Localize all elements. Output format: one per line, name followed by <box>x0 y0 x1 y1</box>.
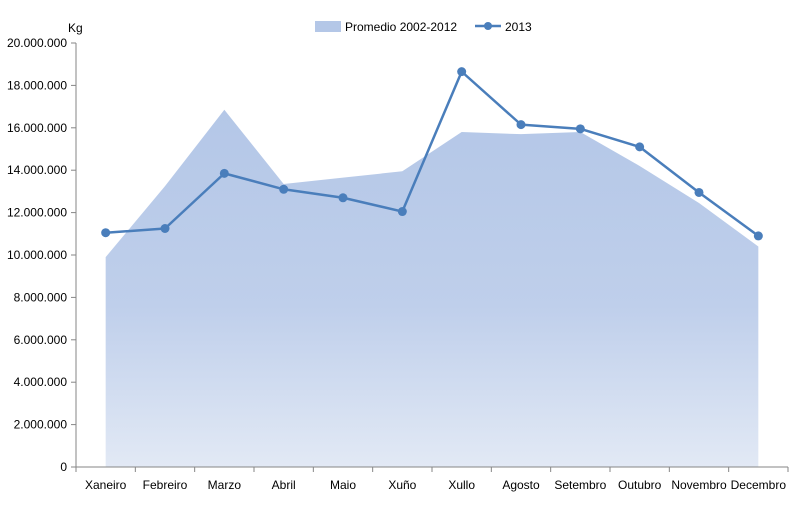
plot-area: 0 2.000.000 4.000.000 6.000.000 8.000.000 10.… <box>7 36 789 492</box>
x-tick-label: Decembro <box>731 478 787 492</box>
data-point-2013 <box>397 207 407 217</box>
y-tick-label: 8.000.000 <box>14 290 68 304</box>
y-tick-label: 10.000.000 <box>7 248 67 262</box>
legend-label-area: Promedio 2002-2012 <box>345 20 457 34</box>
x-tick-label: Setembro <box>554 478 606 492</box>
y-tick-label: 20.000.000 <box>7 36 67 50</box>
x-tick-label: Outubro <box>618 478 662 492</box>
data-point-2013 <box>101 228 111 238</box>
x-tick-label: Xaneiro <box>85 478 127 492</box>
area-series-promedio <box>105 109 759 467</box>
data-point-2013 <box>160 224 170 233</box>
data-point-2013 <box>457 67 467 77</box>
data-point-2013 <box>516 120 526 130</box>
data-point-2013 <box>753 231 763 241</box>
data-point-2013 <box>575 124 585 134</box>
legend-swatch-area <box>315 21 341 32</box>
y-tick-label: 16.000.000 <box>7 121 67 135</box>
x-tick-label: Marzo <box>208 478 242 492</box>
legend-label-line: 2013 <box>505 20 532 34</box>
x-tick-label: Maio <box>330 478 356 492</box>
y-tick-label: 4.000.000 <box>14 375 68 389</box>
x-tick-label: Xuño <box>388 478 416 492</box>
x-tick-label: Agosto <box>502 478 540 492</box>
data-point-2013 <box>338 193 348 203</box>
data-point-2013 <box>219 168 229 178</box>
data-point-2013 <box>635 142 645 152</box>
y-tick-label: 0 <box>60 460 67 474</box>
legend-swatch-marker <box>484 22 492 30</box>
y-tick-label: 2.000.000 <box>14 418 68 432</box>
data-point-2013 <box>694 187 704 197</box>
legend: Promedio 2002-2012 2013 <box>315 20 532 34</box>
data-point-2013 <box>279 184 289 194</box>
x-tick-label: Novembro <box>671 478 727 492</box>
x-tick-label: Abril <box>272 478 296 492</box>
y-tick-label: 14.000.000 <box>7 163 67 177</box>
y-tick-label: 6.000.000 <box>14 333 68 347</box>
x-tick-label: Xullo <box>448 478 475 492</box>
line-series-2013 <box>105 70 760 237</box>
y-axis-unit-label: Kg <box>68 21 83 35</box>
x-tick-label: Febreiro <box>143 478 188 492</box>
y-tick-label: 18.000.000 <box>7 78 67 92</box>
y-tick-label: 12.000.000 <box>7 206 67 220</box>
